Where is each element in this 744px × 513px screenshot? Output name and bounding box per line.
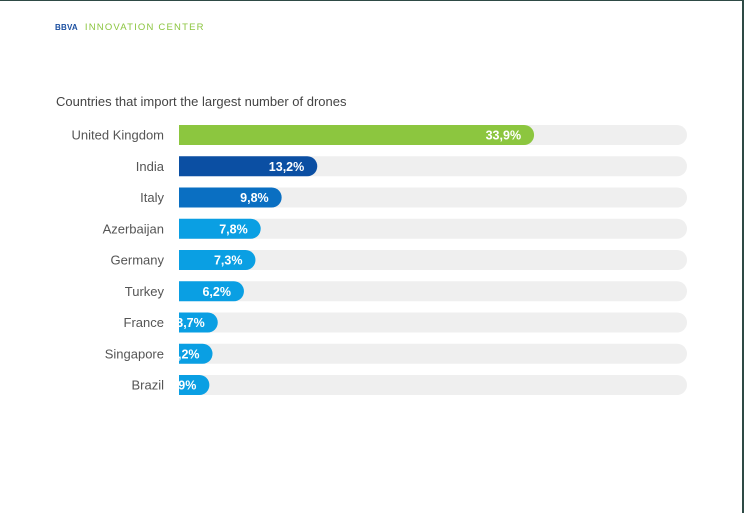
value-label: 7,8% [219, 222, 248, 236]
value-label: 3,2% [171, 347, 200, 361]
bar [179, 281, 244, 302]
value-label: 33,9% [486, 129, 521, 143]
chart-title: Countries that import the largest number… [56, 94, 347, 109]
category-label: Italy [140, 190, 164, 205]
bbva-logo: BBVA [55, 23, 78, 32]
value-label: 7,3% [214, 254, 243, 268]
value-label: 2,9% [168, 379, 197, 393]
bar-track [179, 250, 687, 270]
bar [179, 156, 318, 177]
value-label: 13,2% [269, 160, 304, 174]
category-label: Brazil [131, 378, 164, 393]
brand-name: INNOVATION CENTER [84, 22, 205, 33]
bar-track [179, 312, 688, 333]
brand-header: BBVA INNOVATION CENTER [55, 22, 205, 33]
category-label: Turkey [125, 284, 165, 299]
bar [179, 218, 261, 239]
bar [179, 312, 218, 333]
value-label: 3,7% [176, 316, 205, 330]
value-label: 9,8% [240, 191, 269, 205]
bar-track [179, 281, 688, 302]
category-label: United Kingdom [72, 128, 165, 143]
category-label: France [124, 315, 164, 330]
bar [179, 343, 213, 364]
category-label: Germany [111, 253, 165, 268]
category-label: Singapore [105, 346, 164, 361]
bar-track [179, 218, 688, 239]
bar-track [179, 343, 688, 364]
value-label: 6,2% [202, 285, 231, 299]
bar-track [179, 375, 687, 395]
bar [179, 250, 256, 270]
bar [179, 375, 210, 395]
bar [179, 125, 535, 145]
bar-track [179, 187, 688, 208]
category-label: India [136, 159, 165, 174]
bar [179, 187, 282, 208]
category-label: Azerbaijan [103, 221, 164, 236]
